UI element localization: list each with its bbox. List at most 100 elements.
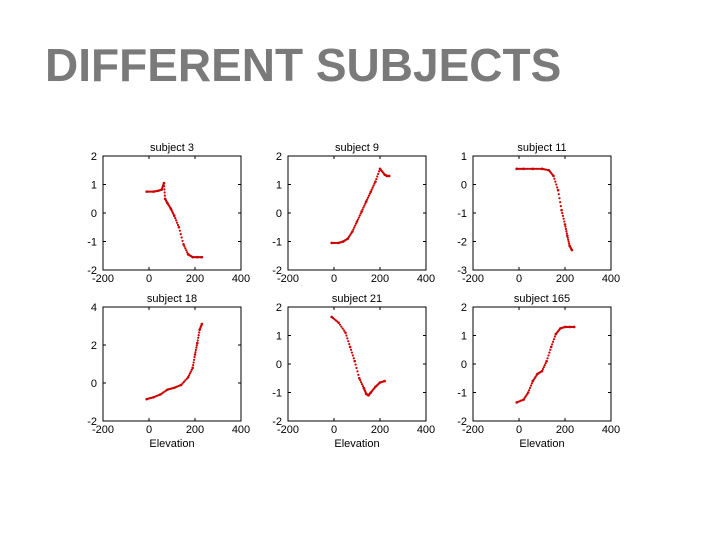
data-point [572,325,576,329]
data-point [383,379,386,383]
data-point-interp [542,366,545,369]
data-point-interp [179,232,182,236]
data-point-interp [351,354,354,357]
data-point-interp [181,382,184,385]
data-point-interp [563,220,566,223]
data-point [556,188,560,192]
data-point-interp [561,211,564,215]
x-tick-label: 400 [417,273,435,285]
data-point [374,180,377,183]
data-point-interp [358,214,361,217]
data-point-interp [196,339,199,342]
data-point-interp [182,380,186,383]
data-point-interp [178,229,181,232]
data-point-interp [194,351,197,354]
data-point-interp [567,238,570,241]
data-point-interp [197,336,200,339]
x-tick-label: 0 [146,273,152,285]
data-point-interp [373,182,376,185]
data-point-interp [552,338,556,341]
chart-panel-2: subject 9 -200 0 200 400 -2 -1 0 1 2 [272,142,435,285]
data-point-interp [530,382,533,385]
data-point [549,345,553,349]
data-point-interp [347,340,350,343]
data-point-interp [194,348,198,352]
chart-title: subject 165 [514,293,570,305]
data-point [545,359,548,363]
plot-frame [472,306,612,422]
data-series [145,181,204,259]
data-point-interp [564,225,567,228]
data-point-interp [343,329,346,332]
data-point-interp [554,180,557,183]
data-point-interp [195,344,198,347]
data-point [522,167,525,171]
y-tick-label: -3 [457,265,467,277]
data-point-interp [174,217,177,220]
x-axis-label: Elevation [149,438,194,450]
data-series [515,325,576,404]
data-point [191,366,194,370]
data-point-interp [184,247,187,250]
data-series [330,167,391,245]
y-tick-label: 0 [461,359,467,371]
data-point [563,223,567,226]
x-tick-label: 400 [602,273,620,285]
data-point [344,331,347,334]
data-point-interp [362,206,365,209]
data-point-interp [543,364,546,367]
y-tick-label: -1 [272,388,282,400]
data-point-interp [163,185,166,188]
data-point-interp [368,192,371,195]
data-point-interp [558,197,561,200]
data-point-interp [350,351,354,354]
x-tick-label: -200 [92,424,114,436]
data-point [540,369,544,373]
data-point-interp [359,212,362,215]
data-point-interp [371,186,374,189]
data-point-interp [367,194,371,197]
data-point [337,321,340,324]
data-point-interp [193,356,196,359]
y-tick-label: -2 [457,237,467,249]
plot-frame [287,306,427,422]
y-tick-label: -2 [87,265,97,277]
data-point-interp [184,379,187,382]
x-axis-label: Elevation [334,438,379,450]
y-tick-label: 2 [461,302,467,314]
data-point [348,345,352,349]
data-point-interp [561,214,565,217]
y-tick-label: 4 [91,302,97,314]
plot-frame [102,306,242,422]
data-point-interp [567,240,570,243]
data-point-interp [524,167,527,170]
data-point-interp [364,202,367,205]
data-point-interp [176,223,180,227]
y-tick-label: 2 [276,151,282,163]
x-tick-label: 0 [516,424,522,436]
data-point-interp [189,370,192,373]
y-tick-label: 0 [91,208,97,220]
data-point-interp [349,348,353,351]
data-point-interp [533,167,536,170]
data-point-interp [370,188,373,191]
y-tick-label: 1 [276,180,282,192]
data-point [552,174,555,178]
x-tick-label: 400 [417,424,435,436]
data-point-interp [175,219,178,222]
x-tick-label: 400 [232,424,250,436]
data-point [173,214,176,218]
data-point-interp [180,236,183,239]
data-point [387,174,391,178]
chart-panel-1: subject 3 -200 0 200 400 -2 -1 0 1 2 [87,142,250,285]
y-tick-label: -1 [87,237,97,249]
x-tick-label: 0 [146,424,152,436]
data-point-interp [355,366,358,370]
data-point-interp [541,368,545,371]
data-point-interp [551,343,554,346]
data-point-interp [181,239,184,243]
x-tick-label: 0 [516,273,522,285]
data-point [570,248,574,252]
y-tick-label: 2 [91,151,97,163]
x-tick-label: 200 [371,424,389,436]
